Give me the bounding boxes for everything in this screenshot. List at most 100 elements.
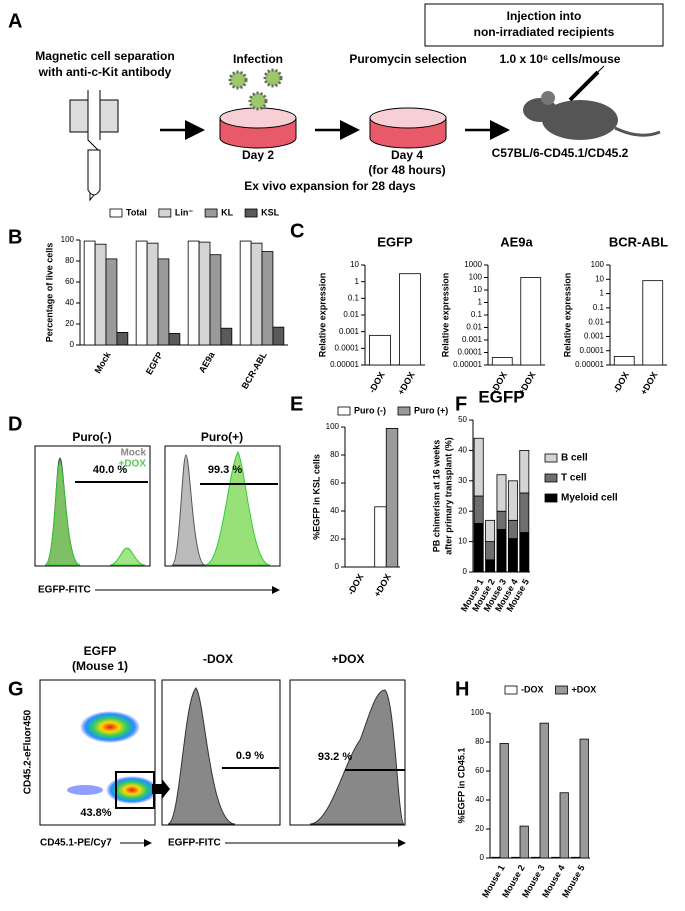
bar bbox=[473, 437, 484, 497]
y-tick-label: 0.1 bbox=[348, 293, 360, 302]
y-tick-label: 0.0001 bbox=[580, 346, 605, 355]
y-tick-label: 60 bbox=[475, 766, 484, 775]
y-tick-label: 10 bbox=[350, 260, 359, 269]
flow-panel-g: EGFP (Mouse 1) -DOX +DOX 43.8% 0.9 % 93.… bbox=[23, 644, 406, 849]
y-tick-label: 0.001 bbox=[339, 327, 360, 336]
bar bbox=[491, 856, 501, 859]
bar bbox=[374, 506, 387, 568]
y-tick-label: 0.00001 bbox=[330, 360, 359, 369]
y-tick-label: 0.01 bbox=[343, 310, 359, 319]
axis-label: CD45.2-eFluor450 bbox=[23, 709, 34, 794]
x-tick-label: -DOX bbox=[611, 370, 631, 394]
x-tick-label: +DOX bbox=[396, 370, 417, 396]
bar bbox=[168, 333, 181, 346]
x-tick-label: -DOX bbox=[367, 370, 387, 394]
bar bbox=[385, 427, 399, 568]
chart-title: BCR-ABL bbox=[609, 234, 668, 249]
bar bbox=[519, 449, 530, 494]
x-tick-label: BCR-ABL bbox=[240, 350, 269, 391]
y-tick-label: 1 bbox=[478, 298, 483, 307]
y-tick-label: 40 bbox=[65, 298, 74, 307]
bar bbox=[261, 251, 274, 346]
y-axis-label: %EGFP in KSL cells bbox=[311, 454, 321, 540]
legend-swatch bbox=[397, 406, 411, 416]
label: Day 2 bbox=[242, 148, 274, 162]
y-tick-label: 30 bbox=[458, 476, 467, 485]
bar bbox=[473, 522, 484, 573]
bar bbox=[519, 825, 529, 859]
bar bbox=[473, 495, 484, 524]
y-tick-label: 0.1 bbox=[593, 303, 605, 312]
bar bbox=[499, 743, 509, 859]
label: C57BL/6-CD45.1/CD45.2 bbox=[492, 146, 629, 160]
legend-label: KSL bbox=[261, 207, 280, 217]
bar bbox=[551, 856, 561, 859]
label: Puromycin selection bbox=[349, 52, 466, 66]
y-axis-label: Relative expression bbox=[317, 273, 327, 358]
legend-label: Mock bbox=[120, 448, 146, 459]
column-icon bbox=[69, 90, 119, 202]
chart-title: EGFP bbox=[377, 234, 413, 249]
x-tick-label: EGFP bbox=[144, 350, 165, 376]
gate-label: 0.9 % bbox=[236, 750, 264, 762]
y-tick-label: 0 bbox=[463, 567, 468, 576]
y-tick-label: 80 bbox=[65, 256, 74, 265]
x-tick-label: AE9a bbox=[197, 349, 217, 374]
y-tick-label: 10 bbox=[595, 274, 604, 283]
x-tick-label: +DOX bbox=[638, 370, 659, 396]
legend-swatch bbox=[544, 453, 558, 463]
bar bbox=[250, 242, 263, 346]
y-tick-label: 0 bbox=[70, 340, 75, 349]
y-tick-label: 0.01 bbox=[466, 323, 482, 332]
y-tick-label: 0.00001 bbox=[453, 360, 482, 369]
y-tick-label: 0.001 bbox=[462, 335, 483, 344]
legend-label: Myeloid cell bbox=[561, 493, 618, 504]
bar bbox=[272, 326, 285, 346]
arrow bbox=[152, 779, 170, 799]
bar bbox=[198, 241, 211, 346]
y-tick-label: 0.1 bbox=[471, 310, 483, 319]
y-tick-label: 100 bbox=[469, 273, 483, 282]
y-axis-label: Percentage of live cells bbox=[44, 243, 54, 343]
plot-frame bbox=[289, 679, 406, 826]
plot-frame bbox=[164, 445, 281, 567]
bar bbox=[135, 240, 148, 346]
panel-label: E bbox=[290, 393, 303, 415]
bar bbox=[485, 541, 496, 561]
y-tick-label: 20 bbox=[458, 506, 467, 515]
label: Day 4 bbox=[391, 148, 423, 162]
bar bbox=[579, 738, 589, 859]
legend-label: KL bbox=[221, 207, 233, 217]
x-tick-label: -DOX bbox=[346, 572, 366, 596]
plot-frame bbox=[34, 445, 151, 567]
y-tick-label: 10 bbox=[473, 285, 482, 294]
y-tick-label: 10 bbox=[458, 537, 467, 546]
legend-swatch bbox=[555, 685, 568, 695]
legend-label: +DOX bbox=[118, 459, 146, 470]
gate-label: 99.3 % bbox=[208, 464, 242, 476]
y-axis-label: after primary transplant (%) bbox=[443, 437, 453, 555]
y-tick-label: 60 bbox=[65, 277, 74, 286]
mouse-icon bbox=[523, 65, 661, 140]
bar bbox=[369, 334, 391, 366]
legend-swatch bbox=[158, 208, 172, 218]
histogram bbox=[204, 450, 271, 566]
legend-label: Lin⁻ bbox=[175, 207, 193, 217]
legend-label: +DOX bbox=[572, 684, 597, 694]
bar bbox=[491, 357, 513, 366]
bar bbox=[239, 240, 252, 346]
label: Puro(+) bbox=[201, 430, 243, 444]
legend-swatch bbox=[204, 208, 218, 218]
y-tick-label: 0.01 bbox=[588, 317, 604, 326]
y-tick-label: 100 bbox=[61, 235, 75, 244]
y-axis-label: Relative expression bbox=[562, 273, 572, 358]
axis-label: EGFP-FITC bbox=[38, 585, 91, 596]
histogram bbox=[309, 689, 405, 825]
legend-label: B cell bbox=[561, 453, 588, 464]
bar bbox=[94, 243, 107, 346]
bar bbox=[157, 258, 170, 346]
bar bbox=[496, 510, 507, 530]
y-tick-label: 60 bbox=[330, 478, 339, 487]
gate-label: 43.8% bbox=[80, 807, 111, 819]
